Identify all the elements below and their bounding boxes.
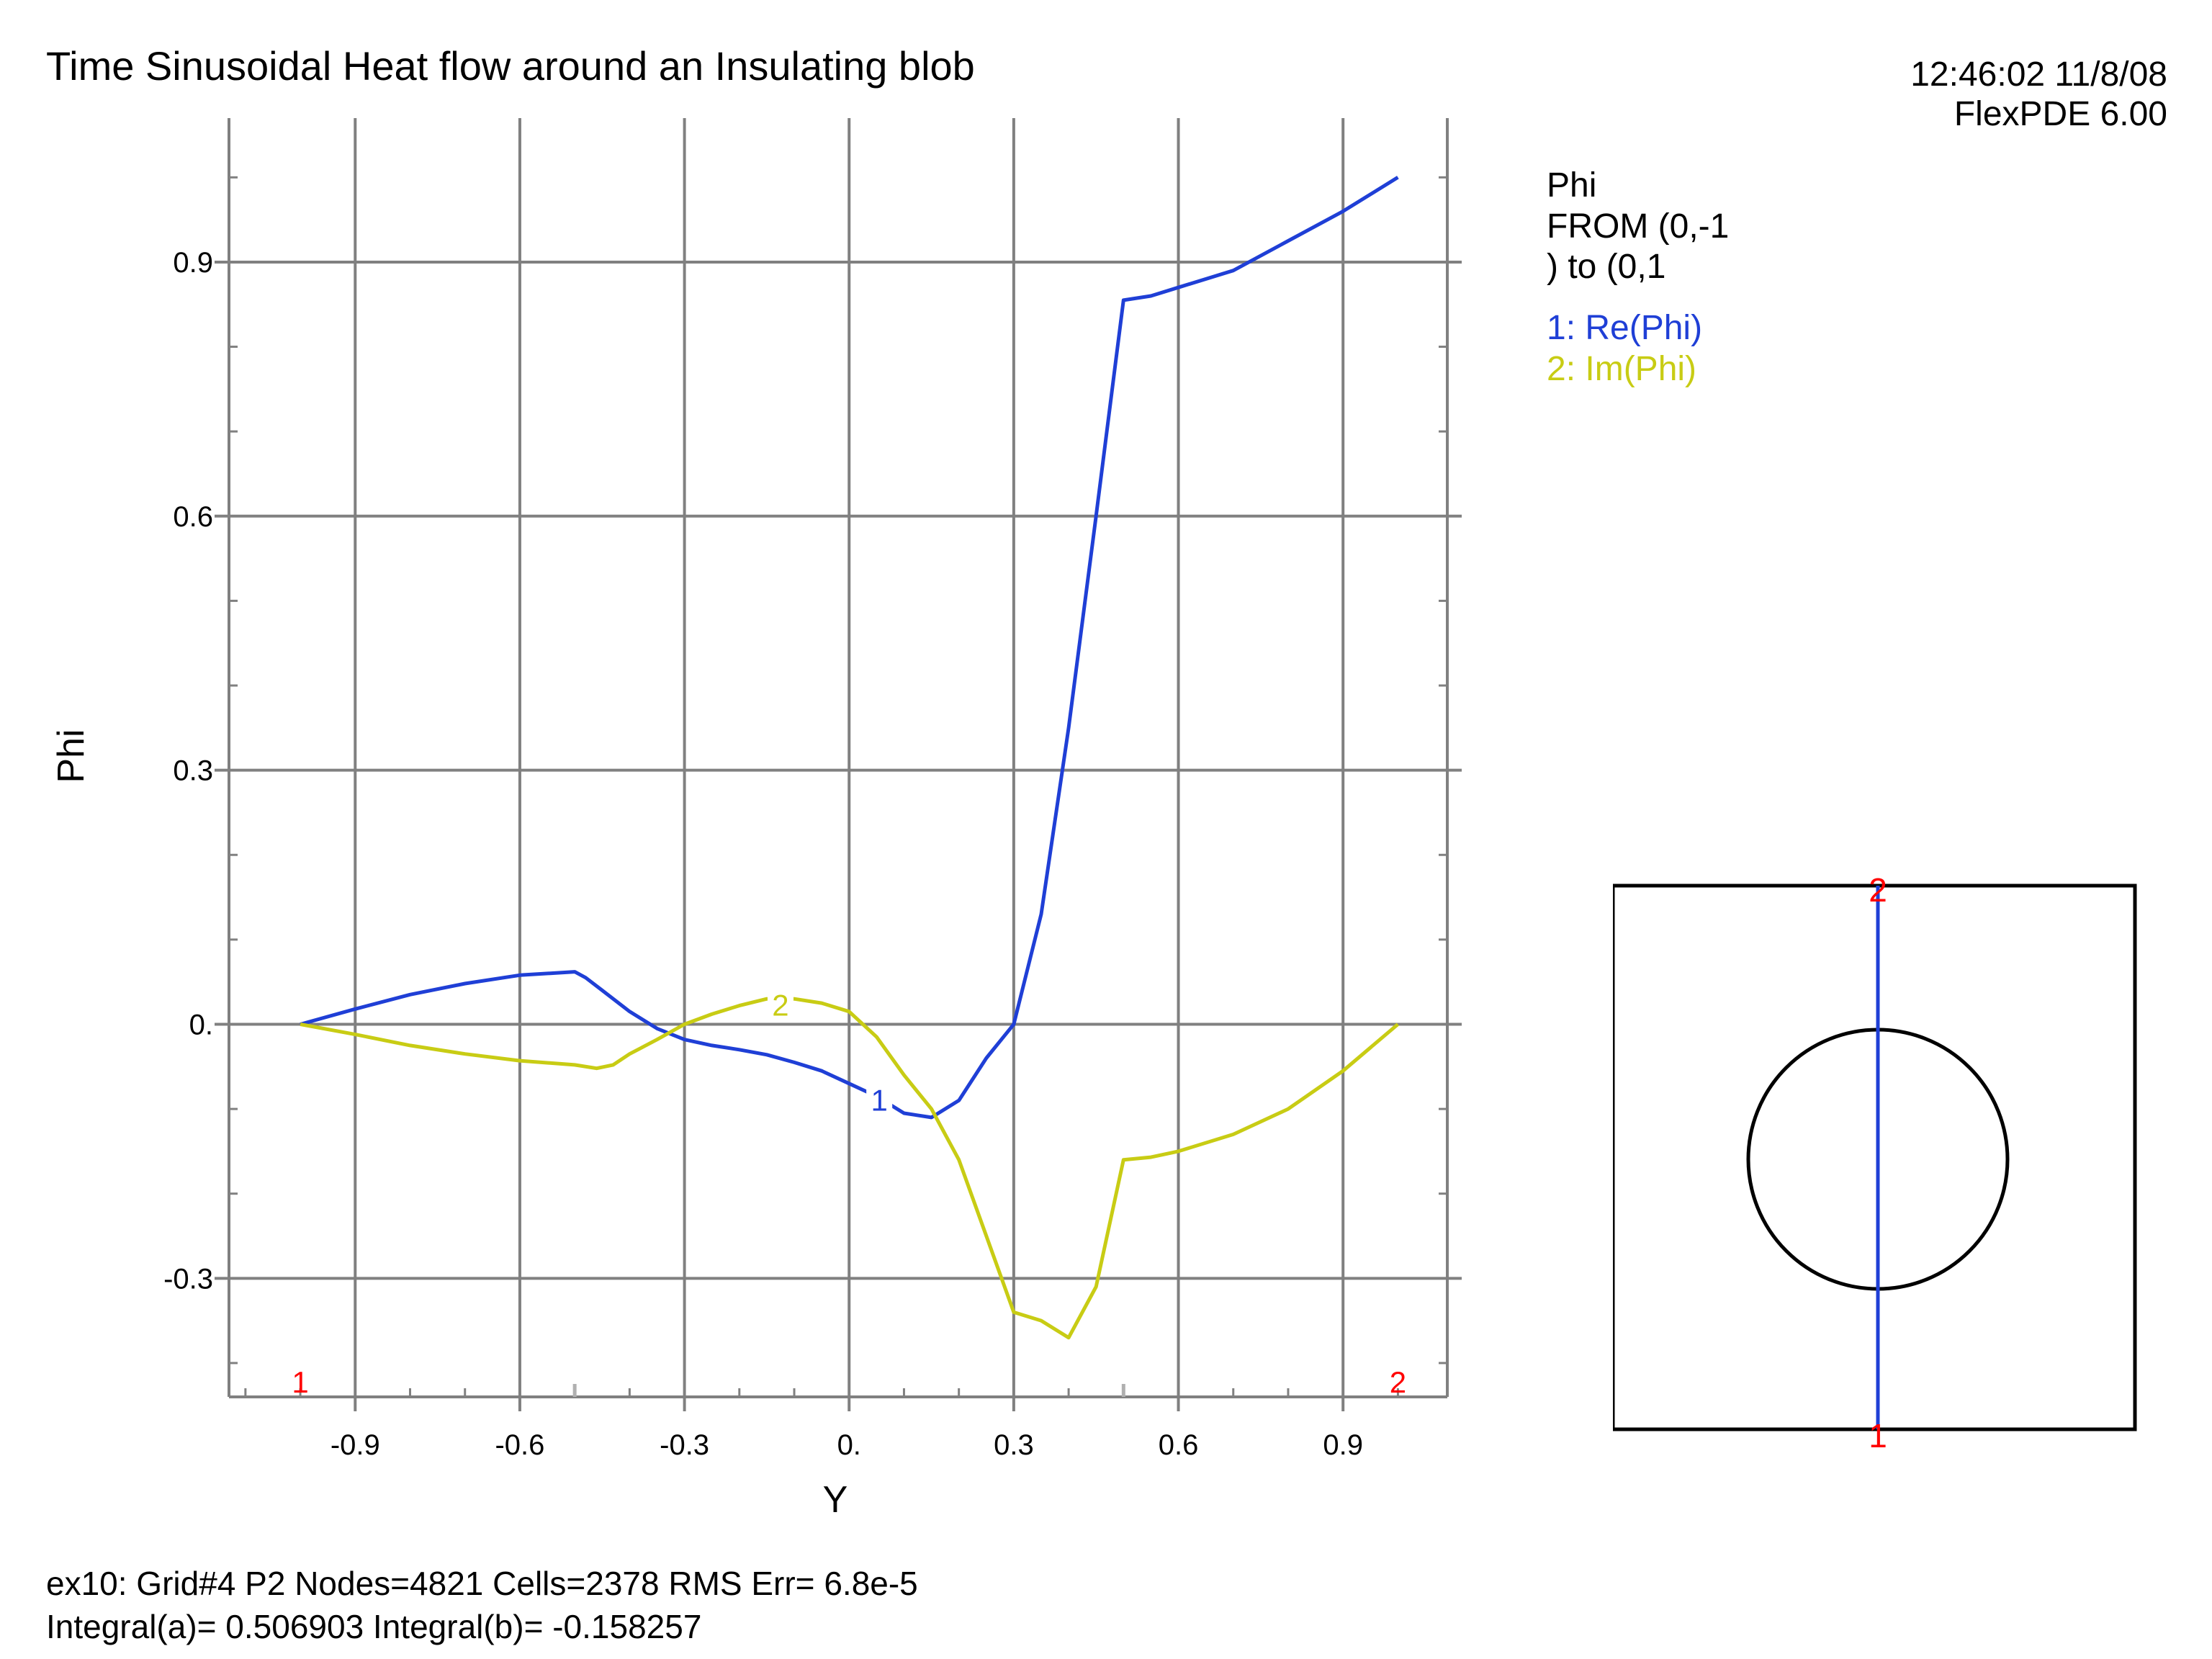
x-tick-label: 0.9 xyxy=(1323,1429,1363,1461)
x-tick-label: 0.6 xyxy=(1159,1429,1199,1461)
x-tick-label: -0.6 xyxy=(495,1429,544,1461)
run-summary-grid: ex10: Grid#4 P2 Nodes=4821 Cells=2378 RM… xyxy=(46,1565,918,1602)
legend-entry-im-phi: 2: Im(Phi) xyxy=(1547,349,1697,388)
endpoint-marker-1: 1 xyxy=(292,1365,308,1399)
y-tick-label: 0.9 xyxy=(173,247,213,279)
run-stamp: 12:46:02 11/8/08 FlexPDE 6.00 xyxy=(1910,55,2167,134)
y-tick-label: 0.3 xyxy=(173,755,213,787)
grid-lines xyxy=(215,118,1462,1411)
cut-end-marker: 2 xyxy=(1869,871,1887,909)
x-tick-label: 0.3 xyxy=(994,1429,1034,1461)
series-lines: 12 xyxy=(300,176,1400,1340)
y-tick-label: 0.6 xyxy=(173,501,213,533)
legend-path-to: ) to (0,1 xyxy=(1547,248,1666,287)
tick-labels: -0.9 -0.6 -0.3 0. 0.3 0.6 0.9 -0.3 0. 0.3 0.6 0.9 1 2 xyxy=(163,247,1406,1461)
run-summary: ex10: Grid#4 P2 Nodes=4821 Cells=2378 RM… xyxy=(46,1563,918,1649)
cut-start-marker: 1 xyxy=(1869,1417,1887,1447)
run-summary-integrals: Integral(a)= 0.506903 Integral(b)= -0.15… xyxy=(46,1607,702,1645)
domain-inset: 1 2 xyxy=(1613,871,2137,1447)
legend: Phi FROM (0,-1 ) to (0,1 1: Re(Phi) 2: I… xyxy=(1547,166,1729,390)
chart-title: Time Sinusoidal Heat flow around an Insu… xyxy=(46,43,975,89)
domain-boundary xyxy=(1613,884,2137,1431)
curve-label-bg xyxy=(866,1082,893,1114)
curve-label-bg xyxy=(767,986,793,1019)
legend-path-from: FROM (0,-1 xyxy=(1547,207,1730,246)
x-axis-label: Y xyxy=(823,1479,848,1521)
y-tick-label: 0. xyxy=(189,1009,213,1040)
y-axis-label: Phi xyxy=(50,729,92,783)
series-line-1 xyxy=(300,176,1399,1120)
curve-label-1: 1 xyxy=(871,1083,887,1117)
x-tick-label: 0. xyxy=(837,1429,861,1461)
software-version: FlexPDE 6.00 xyxy=(1954,95,2167,134)
curve-label-2: 2 xyxy=(772,989,788,1022)
timestamp: 12:46:02 11/8/08 xyxy=(1910,55,2167,94)
legend-entry-re-phi: 1: Re(Phi) xyxy=(1547,308,1703,347)
series-line-2 xyxy=(300,997,1400,1340)
y-tick-label: -0.3 xyxy=(163,1263,213,1295)
axis-ticks xyxy=(229,176,1447,1397)
endpoint-marker-2: 2 xyxy=(1390,1365,1406,1399)
x-tick-label: -0.3 xyxy=(660,1429,709,1461)
plot-frame xyxy=(228,118,1449,1398)
x-tick-label: -0.9 xyxy=(331,1429,380,1461)
legend-heading: Phi xyxy=(1547,166,1597,204)
